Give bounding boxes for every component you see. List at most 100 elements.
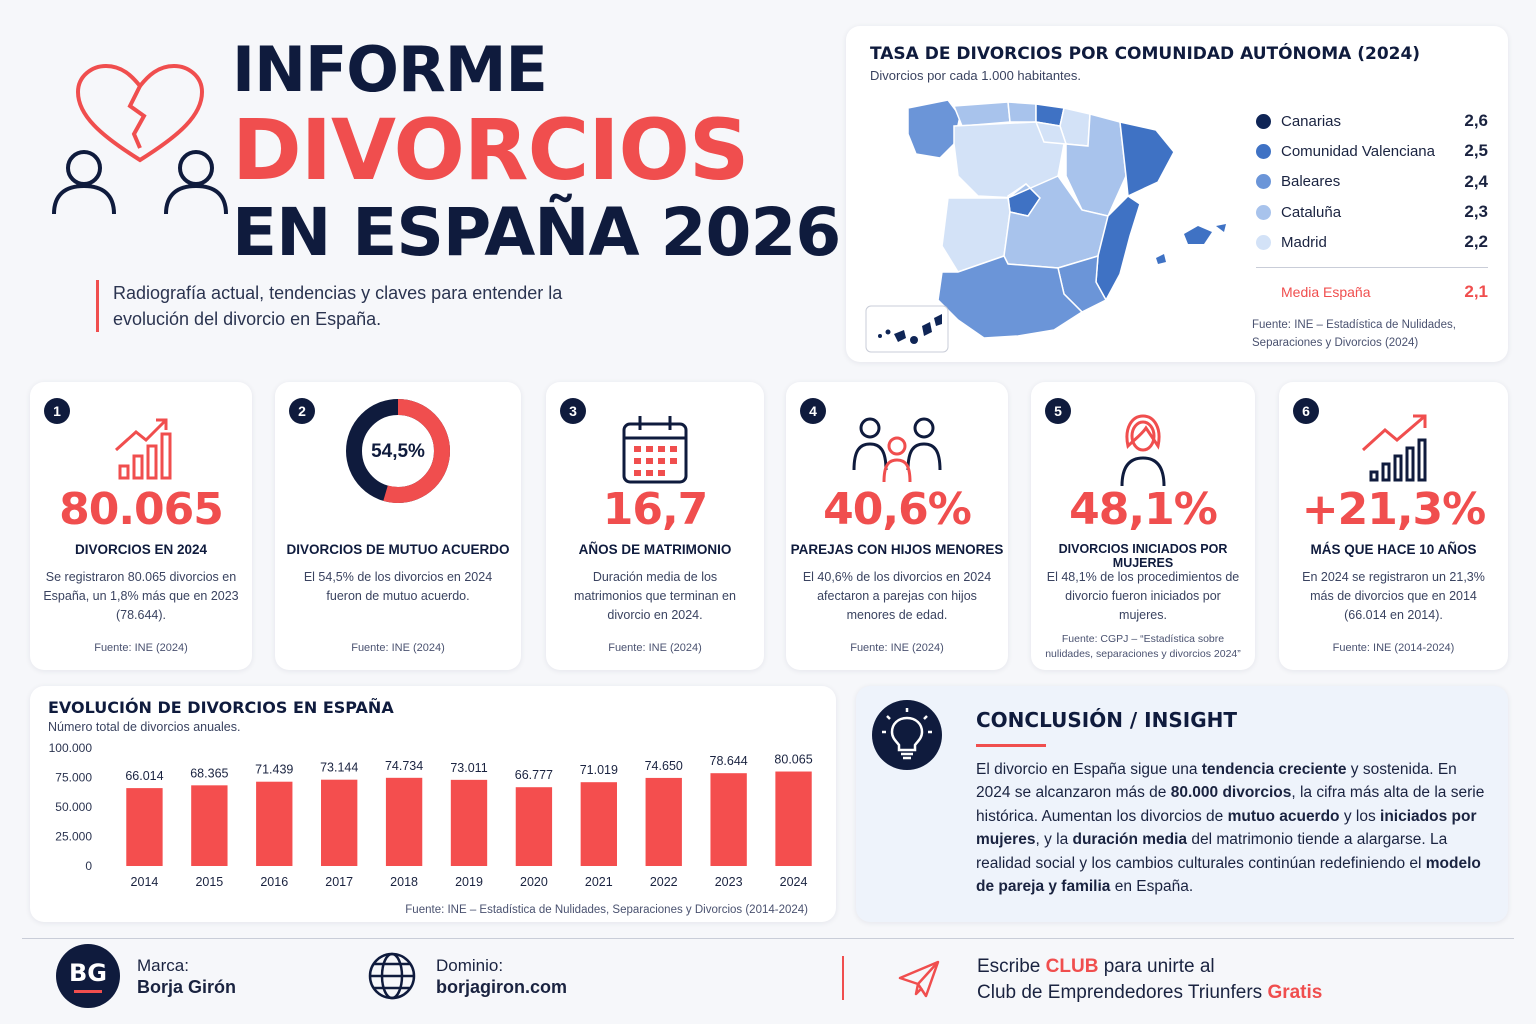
- legend-label: Canarias: [1281, 112, 1342, 130]
- stat-number-badge: 4: [800, 398, 826, 424]
- legend-item: Cataluña 2,3: [1256, 197, 1488, 227]
- bar-value-label: 68.365: [190, 766, 228, 780]
- legend-swatch: [1256, 174, 1271, 190]
- stat-description: El 48,1% de los procedimientos de divorc…: [1046, 570, 1240, 622]
- paper-plane-icon: [898, 960, 940, 998]
- bar-2016: [256, 781, 293, 866]
- brand-label: Marca:: [137, 956, 189, 975]
- bar-value-label: 80.065: [774, 753, 812, 767]
- legend-swatch: [1256, 234, 1271, 250]
- stat-description: Se registraron 80.065 divorcios en Españ…: [43, 570, 239, 622]
- domain-link[interactable]: borjagiron.com: [436, 977, 568, 997]
- x-tick-label: 2015: [195, 875, 223, 889]
- stat-label: MÁS QUE HACE 10 AÑOS: [1310, 542, 1477, 557]
- canarias-inset: [865, 305, 949, 353]
- stat-source: Fuente: INE (2024): [608, 642, 702, 654]
- x-tick-label: 2024: [780, 875, 808, 889]
- family-icon: [852, 417, 942, 483]
- stat-number-badge: 5: [1045, 398, 1071, 424]
- region-cataluna: [1119, 121, 1175, 198]
- club-cta[interactable]: Escribe CLUB para unirte al Club de Empr…: [977, 956, 1323, 1003]
- x-tick-label: 2017: [325, 875, 353, 889]
- x-tick-label: 2021: [585, 875, 613, 889]
- brand-name: Borja Girón: [137, 977, 237, 997]
- stat-source: Fuente: INE (2024): [351, 642, 445, 654]
- stat-card-5: 5 48,1% DIVORCIOS INICIADOS POR MUJERES …: [1031, 382, 1255, 670]
- bar-value-label: 74.650: [645, 759, 683, 773]
- y-tick-label: 25.000: [55, 830, 92, 844]
- y-tick-label: 100.000: [49, 741, 93, 755]
- bar-2017: [321, 779, 358, 866]
- stat-description: El 54,5% de los divorcios en 2024 fueron…: [303, 570, 493, 603]
- y-tick-label: 50.000: [55, 800, 92, 814]
- chart-source: Fuente: INE – Estadística de Nulidades, …: [405, 904, 808, 916]
- stat-card-1: 1 80.065 DIVORCIOS EN 2024 Se registraro…: [30, 382, 252, 670]
- stat-value: 40,6%: [823, 484, 972, 535]
- legend-label: Madrid: [1281, 233, 1327, 251]
- stat-description: El 40,6% de los divorcios en 2024 afecta…: [802, 570, 992, 622]
- map-title: TASA DE DIVORCIOS POR COMUNIDAD AUTÓNOMA…: [870, 44, 1421, 64]
- donut-chart-icon: 54,5%: [346, 399, 450, 503]
- legend-swatch: [1256, 113, 1271, 129]
- x-tick-label: 2018: [390, 875, 418, 889]
- x-tick-label: 2023: [715, 875, 743, 889]
- stat-card-6: 6 +21,3% MÁS QUE HACE 10 AÑOS En 2024 se…: [1279, 382, 1508, 670]
- title-line-2: DIVORCIOS: [232, 101, 749, 199]
- region-andalucia: [937, 255, 1084, 339]
- x-tick-label: 2019: [455, 875, 483, 889]
- map-legend: Canarias 2,6 Comunidad Valenciana 2,5 Balear…: [1256, 106, 1488, 306]
- legend-value: 2,5: [1464, 141, 1488, 161]
- spain-choropleth-map: [865, 99, 1226, 353]
- x-tick-label: 2022: [650, 875, 678, 889]
- broken-heart-couple-icon: [52, 63, 228, 215]
- stat-value: 48,1%: [1069, 484, 1218, 535]
- bar-2024: [775, 771, 812, 866]
- bar-value-label: 71.019: [580, 763, 618, 777]
- legend-item: Baleares 2,4: [1256, 167, 1488, 197]
- y-tick-label: 0: [85, 859, 92, 873]
- x-tick-label: 2016: [260, 875, 288, 889]
- average-label: Media España: [1281, 284, 1371, 301]
- stat-source: Fuente: INE (2024): [850, 642, 944, 654]
- trend-up-icon: [1361, 414, 1426, 482]
- stat-source: Fuente: INE (2024): [94, 642, 188, 654]
- stat-card-4: 4 40,6% PAREJAS CON HIJOS MENORES El 40,…: [786, 382, 1008, 670]
- insight-title: CONCLUSIÓN / INSIGHT: [976, 708, 1238, 732]
- legend-label: Comunidad Valenciana: [1281, 142, 1435, 160]
- legend-swatch: [1256, 143, 1271, 159]
- stat-label: DIVORCIOS INICIADOS POR MUJERES: [1058, 542, 1228, 570]
- woman-icon: [1120, 414, 1166, 487]
- region-cantabria: [1007, 101, 1037, 123]
- legend-item: Madrid 2,2: [1256, 227, 1488, 257]
- insight-underline: [976, 744, 1046, 747]
- region-baleares: [1184, 226, 1212, 244]
- x-tick-label: 2014: [131, 875, 159, 889]
- brand-logo: BG: [56, 944, 120, 1008]
- legend-value: 2,2: [1464, 232, 1488, 252]
- bar-value-label: 78.644: [710, 754, 748, 768]
- divorces-bar-chart: 0 25.000 50.000 75.000 100.000 66.014 2014 68.3…: [49, 741, 813, 889]
- stat-value: 16,7: [602, 484, 709, 535]
- bar-2014: [126, 788, 163, 866]
- stat-label: DIVORCIOS DE MUTUO ACUERDO: [286, 542, 510, 557]
- map-subtitle: Divorcios por cada 1.000 habitantes.: [870, 68, 1082, 83]
- stat-number-badge: 3: [560, 398, 586, 424]
- globe-icon: [368, 952, 416, 1000]
- lightbulb-icon: [872, 700, 942, 770]
- legend-average: Media España 2,1: [1256, 278, 1488, 306]
- stat-number-badge: 1: [44, 398, 70, 424]
- average-value: 2,1: [1464, 282, 1488, 302]
- bar-2018: [385, 777, 423, 866]
- bar-chart-card: 0 25.000 50.000 75.000 100.000 66.014 2014 68.3…: [30, 686, 836, 922]
- legend-value: 2,3: [1464, 202, 1488, 222]
- legend-item: Comunidad Valenciana 2,5: [1256, 136, 1488, 166]
- stat-value: +21,3%: [1301, 484, 1487, 535]
- legend-label: Cataluña: [1281, 203, 1342, 221]
- bar-value-label: 71.439: [255, 763, 293, 777]
- insight-card: CONCLUSIÓN / INSIGHT El divorcio en Espa…: [856, 686, 1508, 922]
- stat-value: 80.065: [59, 484, 224, 535]
- stat-source: Fuente: INE (2014-2024): [1332, 642, 1455, 654]
- stat-number-badge: 2: [289, 398, 315, 424]
- stat-label: AÑOS DE MATRIMONIO: [578, 542, 732, 557]
- stat-number-badge: 6: [1293, 398, 1319, 424]
